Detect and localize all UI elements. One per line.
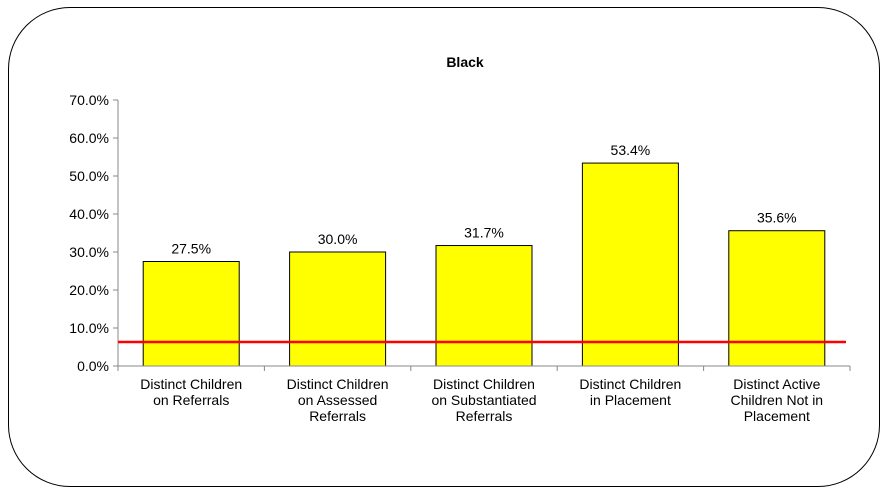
y-axis: 0.0% 10.0% 20.0% 30.0% 40.0% 50.0% 60.0% 70.0%	[69, 92, 119, 374]
x-category-label: Distinct Children	[287, 376, 389, 392]
y-tick-label: 60.0%	[69, 130, 109, 146]
bar	[581, 162, 679, 367]
data-label: 30.0%	[318, 231, 358, 247]
y-tick-label: 10.0%	[69, 320, 109, 336]
x-category-label: Distinct Children	[140, 376, 242, 392]
bar	[289, 251, 387, 367]
bar-chart: Black 0.0% 10.0% 20.0% 30.0% 40.0% 50.0% 60.0%…	[69, 54, 851, 424]
y-tick-label: 70.0%	[69, 92, 109, 108]
y-tick-label: 40.0%	[69, 206, 109, 222]
y-tick-label: 20.0%	[69, 282, 109, 298]
chart-title: Black	[446, 54, 484, 70]
data-label: 35.6%	[757, 210, 797, 226]
data-label: 27.5%	[171, 241, 211, 257]
y-tick-label: 30.0%	[69, 244, 109, 260]
x-category-label: Distinct Children	[433, 376, 535, 392]
bar	[142, 261, 240, 367]
bar	[435, 245, 533, 367]
x-category-label: on Referrals	[153, 392, 229, 408]
x-category-label: Distinct Active	[733, 376, 820, 392]
x-category-label: Placement	[744, 408, 810, 424]
bar	[728, 230, 826, 367]
x-category-label: Distinct Children	[579, 376, 681, 392]
data-label: 31.7%	[464, 225, 504, 241]
x-category-label: Children Not in	[730, 392, 823, 408]
x-category-label: Referrals	[456, 408, 513, 424]
y-tick-label: 50.0%	[69, 168, 109, 184]
y-tick-label: 0.0%	[77, 358, 109, 374]
x-category-label: Referrals	[309, 408, 366, 424]
x-category-label: in Placement	[590, 392, 671, 408]
x-category-label: on Substantiated	[431, 392, 536, 408]
x-category-label: on Assessed	[298, 392, 377, 408]
bars: 27.5% 30.0% 31.7% 53.4% 35.6%	[142, 142, 826, 367]
data-label: 53.4%	[611, 142, 651, 158]
